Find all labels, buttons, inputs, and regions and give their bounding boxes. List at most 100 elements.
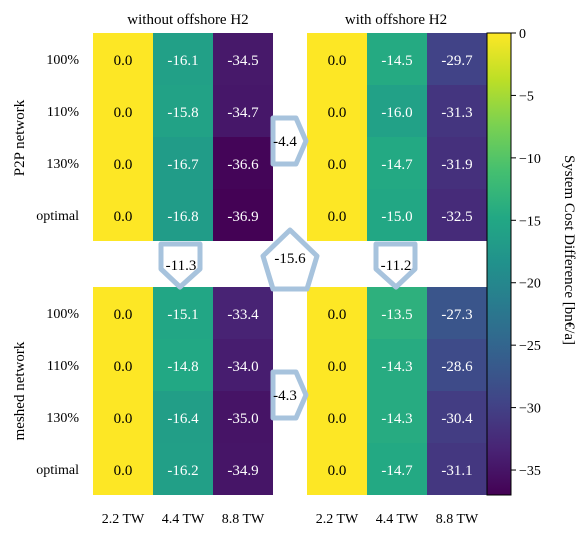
cell-value-label: -34.0 [227,359,258,375]
cell-value-label: -14.3 [381,359,412,375]
cell-value-label: 0.0 [328,53,347,69]
colorbar-tick-label: −35 [519,464,541,479]
comparison-arrow: -11.2 [373,241,418,290]
colorbar-label: System Cost Difference [bn€/a] [561,155,577,345]
cell-value-label: -36.9 [227,209,258,225]
heatmap-cell [307,189,367,241]
heatmap-cell [153,391,213,443]
cell-value-label: -16.7 [167,157,199,173]
colorbar-gradient [486,32,512,496]
heatmap-cell [367,137,427,189]
heatmap-cell [307,339,367,391]
arrow-shape [270,369,309,421]
cell-value-label: -32.5 [441,209,472,225]
column-label: 8.8 TW [436,512,479,527]
heatmap-cell [153,189,213,241]
heatmap-cell [153,33,213,85]
heatmap-cell [93,339,153,391]
heatmap-cell [93,391,153,443]
cell-value-label: 0.0 [114,157,133,173]
colorbar-tick-label: −15 [519,214,541,229]
colorbar-tick-label: −30 [519,402,541,417]
row-label: 110% [47,359,79,374]
cell-value-label: 0.0 [328,157,347,173]
cell-value-label: 0.0 [114,209,133,225]
cell-value-label: -15.8 [167,105,198,121]
panel-title-without-offshore: without offshore H2 [127,12,248,28]
cell-value-label: -13.5 [381,307,412,323]
heatmap-panel: 0.0 -14.5 -29.7 0.0 -16.0 -31.3 0.0 -14.7 -31.9 0… [307,33,487,241]
arrow-value-label: -4.3 [273,388,297,404]
cell-value-label: -14.8 [167,359,198,375]
heatmap-cell [213,137,273,189]
arrow-shape [260,227,320,292]
heatmap-cell [213,189,273,241]
heatmap-cell [367,189,427,241]
heatmap-cell [153,85,213,137]
cell-value-label: -30.4 [441,411,473,427]
cell-value-label: -14.7 [381,157,413,173]
heatmap-cell [93,33,153,85]
cell-value-label: -16.4 [167,411,199,427]
arrow-shape [158,241,203,290]
cell-value-label: -28.6 [441,359,473,375]
heatmap-cell [367,85,427,137]
cell-value-label: -16.1 [167,53,198,69]
comparison-arrow: -4.4 [270,115,309,167]
arrow-shape [373,241,418,290]
comparison-arrow: -11.3 [158,241,203,290]
cell-value-label: 0.0 [328,209,347,225]
heatmap-cell [307,137,367,189]
cell-value-label: 0.0 [328,463,347,479]
comparison-arrow: -4.3 [270,369,309,421]
heatmap-cell [93,443,153,495]
group-label-meshed-network: meshed network [12,341,28,440]
heatmap-cell [427,443,487,495]
heatmap-cell [93,85,153,137]
heatmap-cell [153,339,213,391]
cell-value-label: -15.1 [167,307,198,323]
cell-value-label: -29.7 [441,53,473,69]
heatmap-cell [213,339,273,391]
comparison-arrows: -4.4 -4.3 -11.3 -11.2 -15.6 [158,115,418,421]
arrow-value-label: -15.6 [274,251,306,267]
heatmap-cell [427,33,487,85]
panel-title-with-offshore: with offshore H2 [345,12,447,28]
column-label: 2.2 TW [316,512,359,527]
heatmap-cell [307,85,367,137]
heatmap-cell [367,443,427,495]
heatmap-cell [153,137,213,189]
heatmap-panel: 0.0 -13.5 -27.3 0.0 -14.3 -28.6 0.0 -14.3 -30.4 0… [307,287,487,495]
heatmap-cell [153,287,213,339]
cell-value-label: 0.0 [114,359,133,375]
cell-value-label: -14.5 [381,53,412,69]
heatmap-cell [93,189,153,241]
heatmap-cell [307,33,367,85]
heatmap-cell [213,443,273,495]
cell-value-label: 0.0 [328,359,347,375]
row-label: 110% [47,105,79,120]
row-label: 130% [46,157,79,172]
heatmap-cell [213,391,273,443]
cell-value-label: -27.3 [441,307,472,323]
cell-value-label: -34.9 [227,463,258,479]
cell-value-label: -35.0 [227,411,258,427]
cell-value-label: 0.0 [328,105,347,121]
heatmap-cell [367,391,427,443]
cell-value-label: -16.8 [167,209,198,225]
heatmap-cell [307,287,367,339]
heatmap-cell [427,339,487,391]
heatmap-panel: 0.0 -16.1 -34.5 0.0 -15.8 -34.7 0.0 -16.7 -36.6 0… [93,33,273,241]
heatmap-cell [427,391,487,443]
cell-value-label: 0.0 [114,463,133,479]
cell-value-label: -34.7 [227,105,259,121]
arrow-value-label: -11.2 [381,258,412,274]
colorbar-tick-label: −5 [519,89,534,104]
row-label: optimal [36,463,79,478]
row-label: 100% [46,53,79,68]
cell-value-label: 0.0 [114,53,133,69]
colorbar-tick-label: −10 [519,152,541,167]
cell-value-label: -33.4 [227,307,259,323]
heatmap-cell [93,137,153,189]
